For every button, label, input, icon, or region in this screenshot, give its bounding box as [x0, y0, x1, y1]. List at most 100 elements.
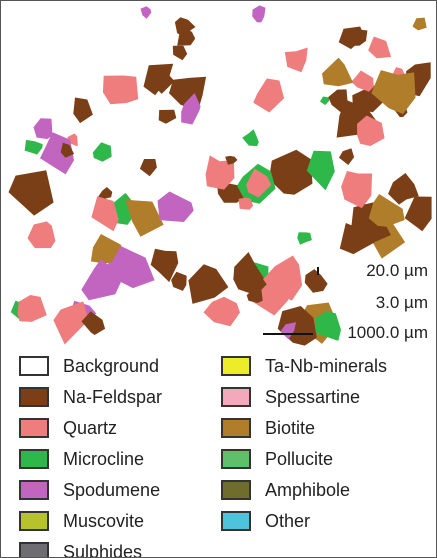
mineral-grain [328, 89, 348, 115]
pollucite-swatch [221, 449, 251, 469]
mineral-grain [91, 196, 119, 232]
mineral-grain [205, 155, 235, 190]
mineral-grain [371, 70, 416, 114]
legend-label: Muscovite [63, 510, 145, 531]
mineral-grain [203, 296, 240, 327]
legend-item-sulphides: Sulphides [19, 538, 143, 558]
mineral-grain [33, 118, 53, 140]
legend-label: Sulphides [63, 541, 143, 558]
mineral-grain [125, 199, 164, 237]
legend-item-muscovite: Muscovite [19, 507, 144, 535]
legend-item-pollucite: Pollucite [221, 445, 333, 473]
background-swatch [19, 356, 49, 376]
mineral-grain [304, 269, 328, 293]
legend-item-amphibole: Amphibole [221, 476, 350, 504]
mineral-grain [17, 295, 47, 322]
mineral-grain [27, 221, 56, 249]
microcline-swatch [19, 449, 49, 469]
legend-label: Pollucite [265, 448, 334, 469]
mineral-map-image [1, 1, 436, 346]
mineral-grain [225, 155, 238, 165]
other-swatch [221, 511, 251, 531]
muscovite-swatch [19, 511, 49, 531]
scale-label-1000um: 1000.0 µm [347, 323, 428, 342]
mineral-grain [368, 36, 392, 59]
mineral-grain [341, 171, 373, 209]
mineral-grain [253, 78, 285, 113]
mineral-grain [60, 142, 75, 158]
mineral-grain [158, 109, 177, 124]
mineral-grain [140, 6, 152, 19]
biotite-swatch [221, 418, 251, 438]
mineral-grain [246, 168, 272, 198]
ta-nb-minerals-swatch [221, 356, 251, 376]
mineral-grain [105, 246, 155, 289]
legend-label: Spessartine [265, 386, 361, 407]
mineral-grain [181, 93, 201, 125]
spessartine-swatch [221, 387, 251, 407]
mineral-grain [188, 264, 229, 304]
legend-label: Background [63, 355, 160, 376]
mineral-grain [8, 170, 54, 216]
mineral-grain [174, 17, 196, 36]
na-feldspar-swatch [19, 387, 49, 407]
mineral-grain [351, 70, 374, 92]
legend-item-na-feldspar: Na-Feldspar [19, 383, 162, 411]
scale-label-3um: 3.0 µm [375, 293, 428, 312]
legend-label: Quartz [63, 417, 118, 438]
mineral-grain [40, 132, 74, 175]
mineral-grain [53, 301, 89, 345]
mineral-grain [320, 96, 330, 106]
scale-label-20um: 20.0 µm [366, 261, 428, 280]
mineral-grain [146, 66, 175, 94]
legend-item-biotite: Biotite [221, 414, 315, 442]
quartz-swatch [19, 418, 49, 438]
legend-item-spodumene: Spodumene [19, 476, 160, 504]
mineral-grain [171, 271, 187, 291]
mineral-grain [90, 234, 122, 264]
mineral-grain [368, 194, 405, 227]
mineral-grain [73, 97, 93, 124]
mineral-grain [404, 196, 432, 232]
mineral-grain [81, 311, 106, 335]
mineral-grain [233, 252, 268, 296]
mineral-grain [284, 47, 308, 73]
mineral-grain [297, 232, 312, 245]
mineral-grain [24, 139, 43, 155]
legend-item-other: Other [221, 507, 310, 535]
mineral-grain [238, 197, 254, 210]
mineral-grain [388, 173, 419, 205]
legend-item-ta-nb-minerals: Ta-Nb-minerals [221, 352, 387, 380]
legend-item-spessartine: Spessartine [221, 383, 360, 411]
mineral-grain [339, 148, 355, 165]
legend-label: Na-Feldspar [63, 386, 163, 407]
mineral-grain [157, 191, 194, 222]
legend-label: Ta-Nb-minerals [265, 355, 388, 376]
scale-bar-20um [317, 267, 319, 275]
sulphides-swatch [19, 542, 49, 557]
legend-label: Biotite [265, 417, 316, 438]
mineral-grain [242, 129, 259, 147]
amphibole-swatch [221, 480, 251, 500]
mineral-grain [139, 159, 157, 177]
legend-item-microcline: Microcline [19, 445, 144, 473]
legend-item-quartz: Quartz [19, 414, 117, 442]
legend-label: Microcline [63, 448, 145, 469]
mineral-grain [92, 142, 112, 162]
scale-bar-1000um [263, 333, 313, 335]
mineral-grain [357, 115, 385, 146]
legend-item-background: Background [19, 352, 159, 380]
legend-label: Other [265, 510, 311, 531]
mineral-grain [246, 288, 263, 303]
mineral-grain [339, 223, 375, 255]
mineral-grain [252, 5, 266, 23]
legend-label: Amphibole [265, 479, 351, 500]
mineral-grain [280, 322, 297, 340]
mineral-grain [347, 29, 368, 46]
mineral-grain [314, 311, 341, 341]
mineral-grain [150, 248, 179, 283]
legend-label: Spodumene [63, 479, 161, 500]
mineral-grain [102, 75, 139, 105]
mineral-grain [268, 149, 313, 195]
